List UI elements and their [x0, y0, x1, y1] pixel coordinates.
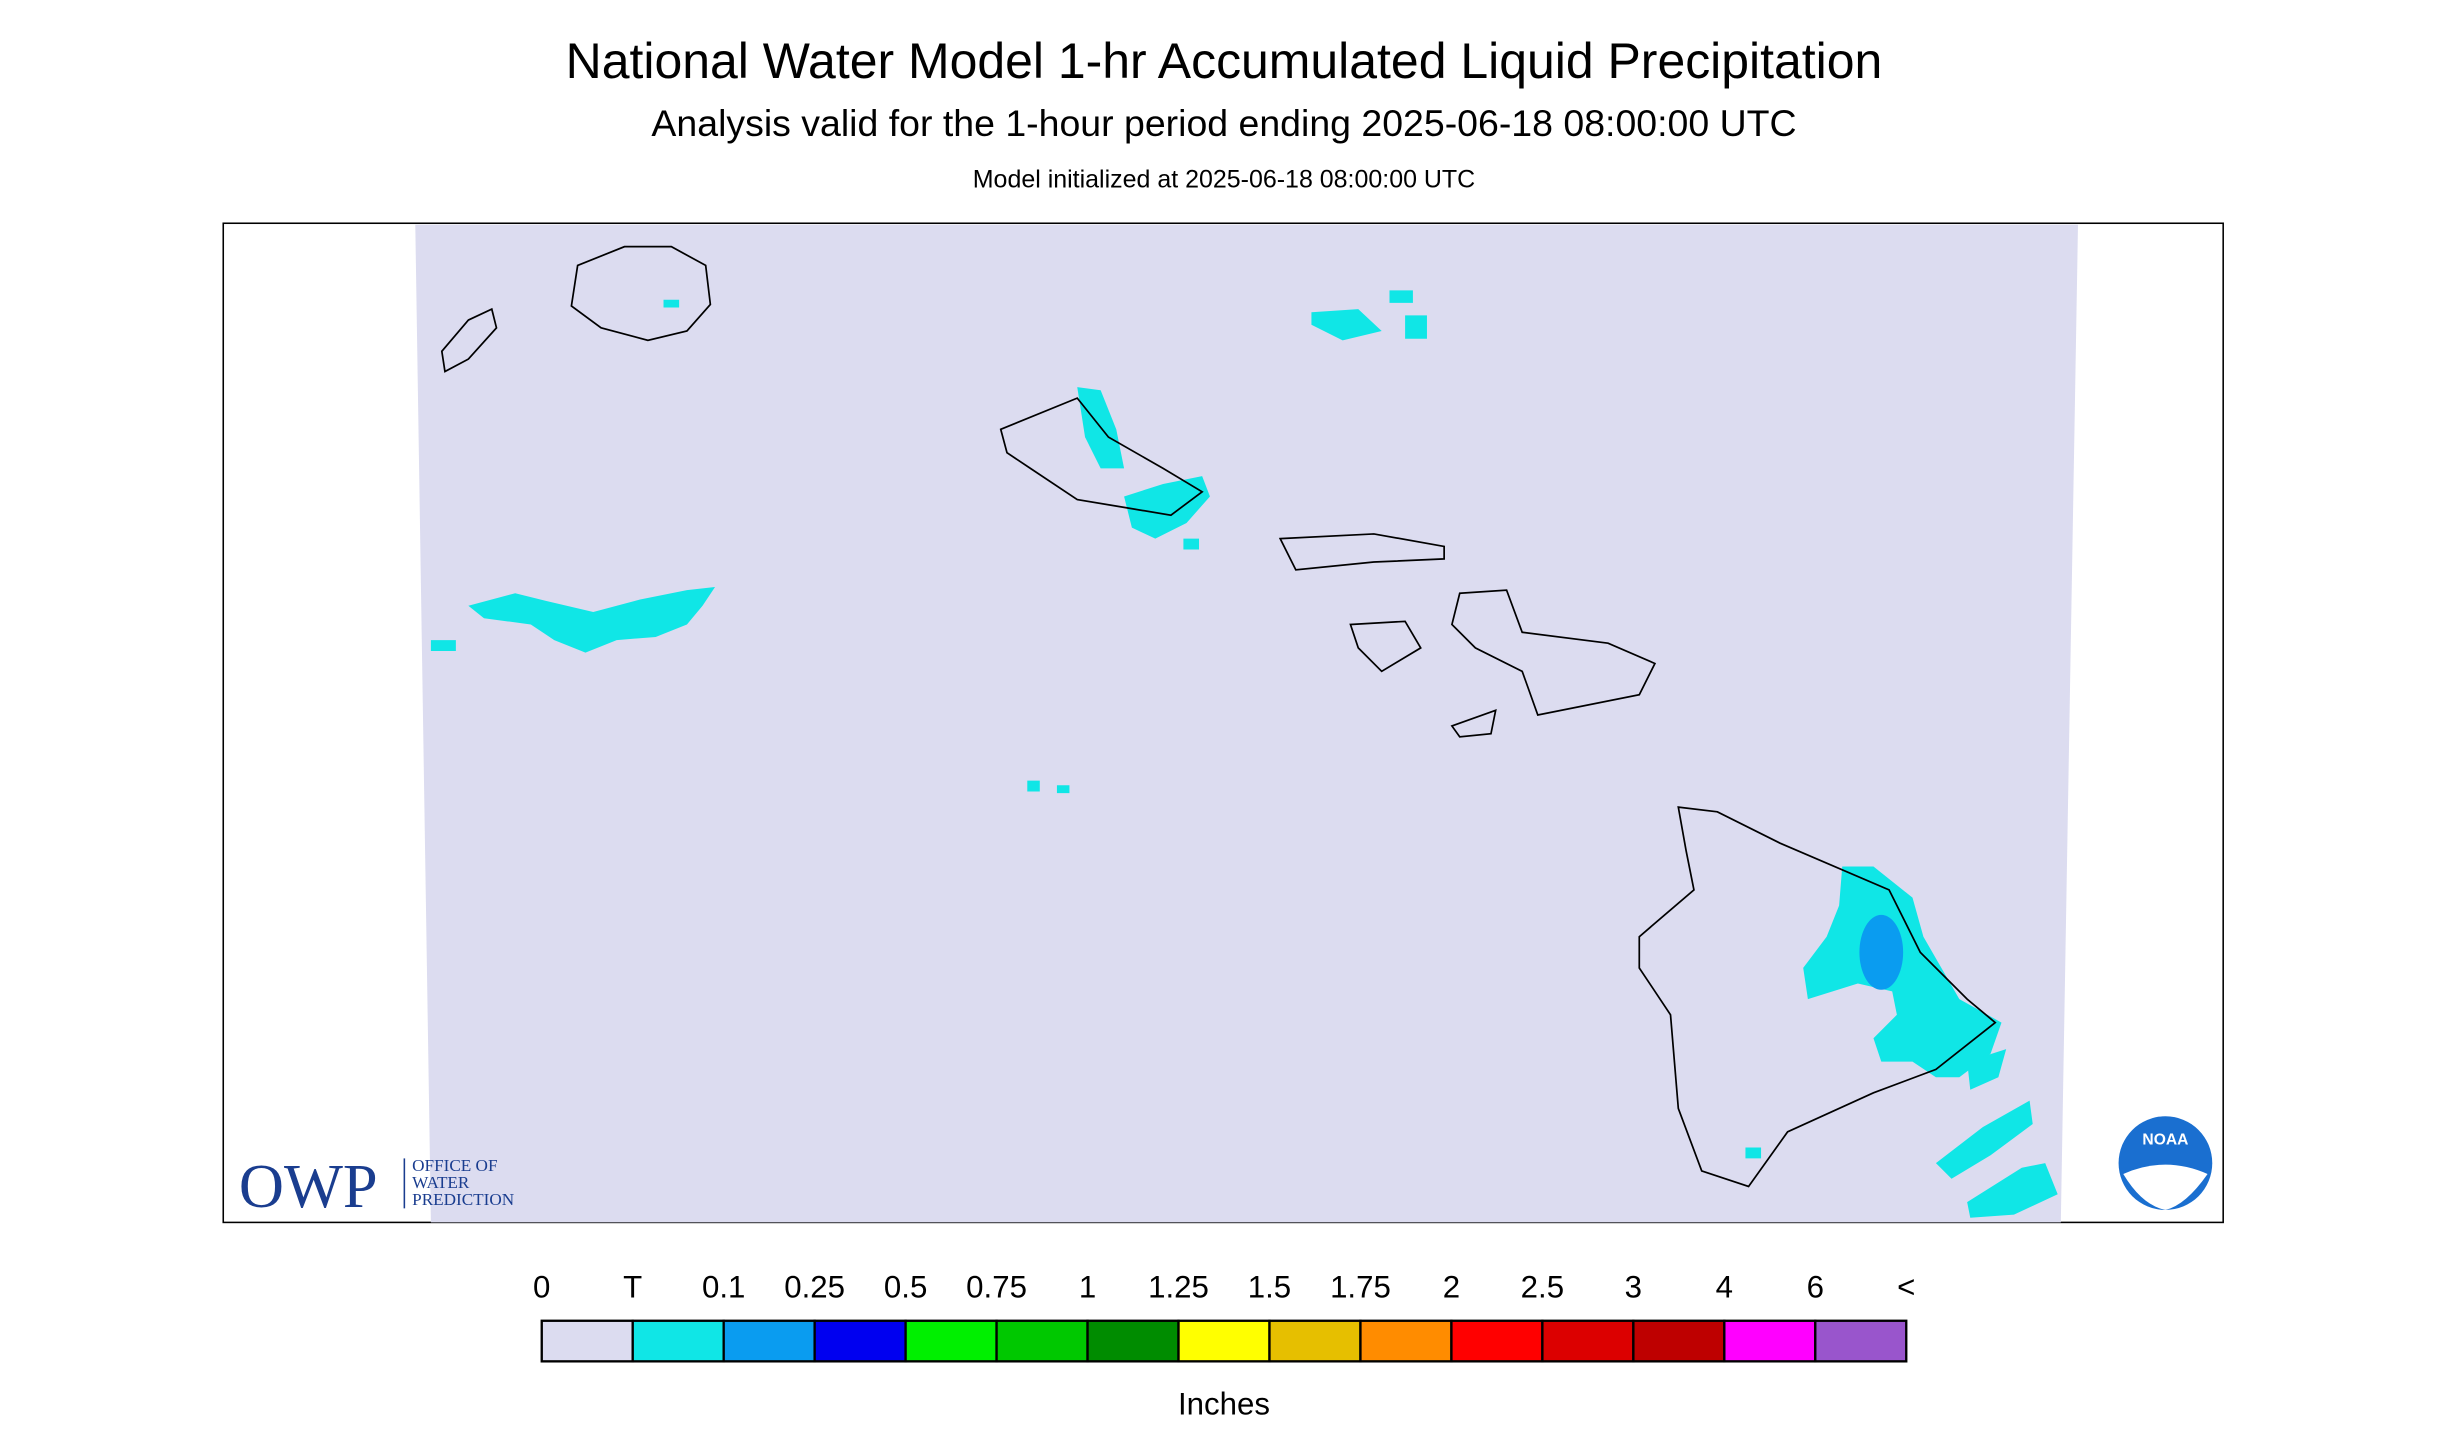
- legend-swatch: [722, 1319, 816, 1363]
- legend-label: 6: [1807, 1269, 1824, 1304]
- owp-line: WATER: [412, 1173, 470, 1192]
- owp-line: OFFICE OF: [412, 1156, 497, 1175]
- legend-label: 3: [1625, 1269, 1642, 1304]
- legend-label: 0: [533, 1269, 550, 1304]
- legend-swatch: [904, 1319, 998, 1363]
- coastlines: [440, 245, 1997, 1188]
- legend-swatch: [1541, 1319, 1635, 1363]
- noaa-logo: NOAA: [2118, 1116, 2213, 1210]
- legend-label: 0.75: [966, 1269, 1027, 1304]
- legend-label: 1.25: [1148, 1269, 1209, 1304]
- legend-swatch: [995, 1319, 1089, 1363]
- legend: 0 T 0.1 0.25 0.5 0.75 1 1.25 1.5 1.75 2 2.5 3 4 6 <: [533, 1269, 1915, 1363]
- legend-swatch: [1632, 1319, 1726, 1363]
- legend-swatch: [1086, 1319, 1180, 1363]
- legend-swatch: [1814, 1319, 1908, 1363]
- noaa-text: NOAA: [2142, 1131, 2188, 1148]
- owp-logo: OWP OFFICE OF WATER PREDICTION: [239, 1151, 514, 1221]
- legend-swatch: [1268, 1319, 1362, 1363]
- title: National Water Model 1-hr Accumulated Li…: [566, 33, 1883, 89]
- legend-label: 2: [1443, 1269, 1460, 1304]
- data-domain: [415, 224, 2078, 1223]
- owp-text: OWP: [239, 1151, 378, 1221]
- legend-label: 0.25: [784, 1269, 845, 1304]
- legend-label: 0.1: [702, 1269, 745, 1304]
- legend-swatch: [540, 1319, 634, 1363]
- precip-core: [1859, 914, 1904, 990]
- init-time: Model initialized at 2025-06-18 08:00:00…: [973, 165, 1475, 193]
- legend-swatch: [1723, 1319, 1817, 1363]
- legend-swatch: [1177, 1319, 1271, 1363]
- legend-unit: Inches: [1178, 1386, 1270, 1421]
- legend-label: 2.5: [1521, 1269, 1564, 1304]
- precip-areas: [430, 290, 2058, 1218]
- legend-label: 0.5: [884, 1269, 927, 1304]
- legend-label: 1.5: [1248, 1269, 1291, 1304]
- legend-swatch: [1450, 1319, 1544, 1363]
- map: OWP OFFICE OF WATER PREDICTION NOAA: [222, 222, 2224, 1224]
- noaa-bird: [2123, 1164, 2208, 1210]
- owp-line: PREDICTION: [412, 1190, 514, 1209]
- legend-label: 1.75: [1330, 1269, 1391, 1304]
- legend-label: 1: [1079, 1269, 1096, 1304]
- legend-swatch: [813, 1319, 907, 1363]
- legend-swatch: [631, 1319, 725, 1363]
- legend-swatch: [1359, 1319, 1453, 1363]
- subtitle: Analysis valid for the 1-hour period end…: [651, 102, 1796, 144]
- legend-label: <: [1897, 1269, 1915, 1304]
- legend-label: 4: [1716, 1269, 1733, 1304]
- legend-label: T: [623, 1269, 642, 1304]
